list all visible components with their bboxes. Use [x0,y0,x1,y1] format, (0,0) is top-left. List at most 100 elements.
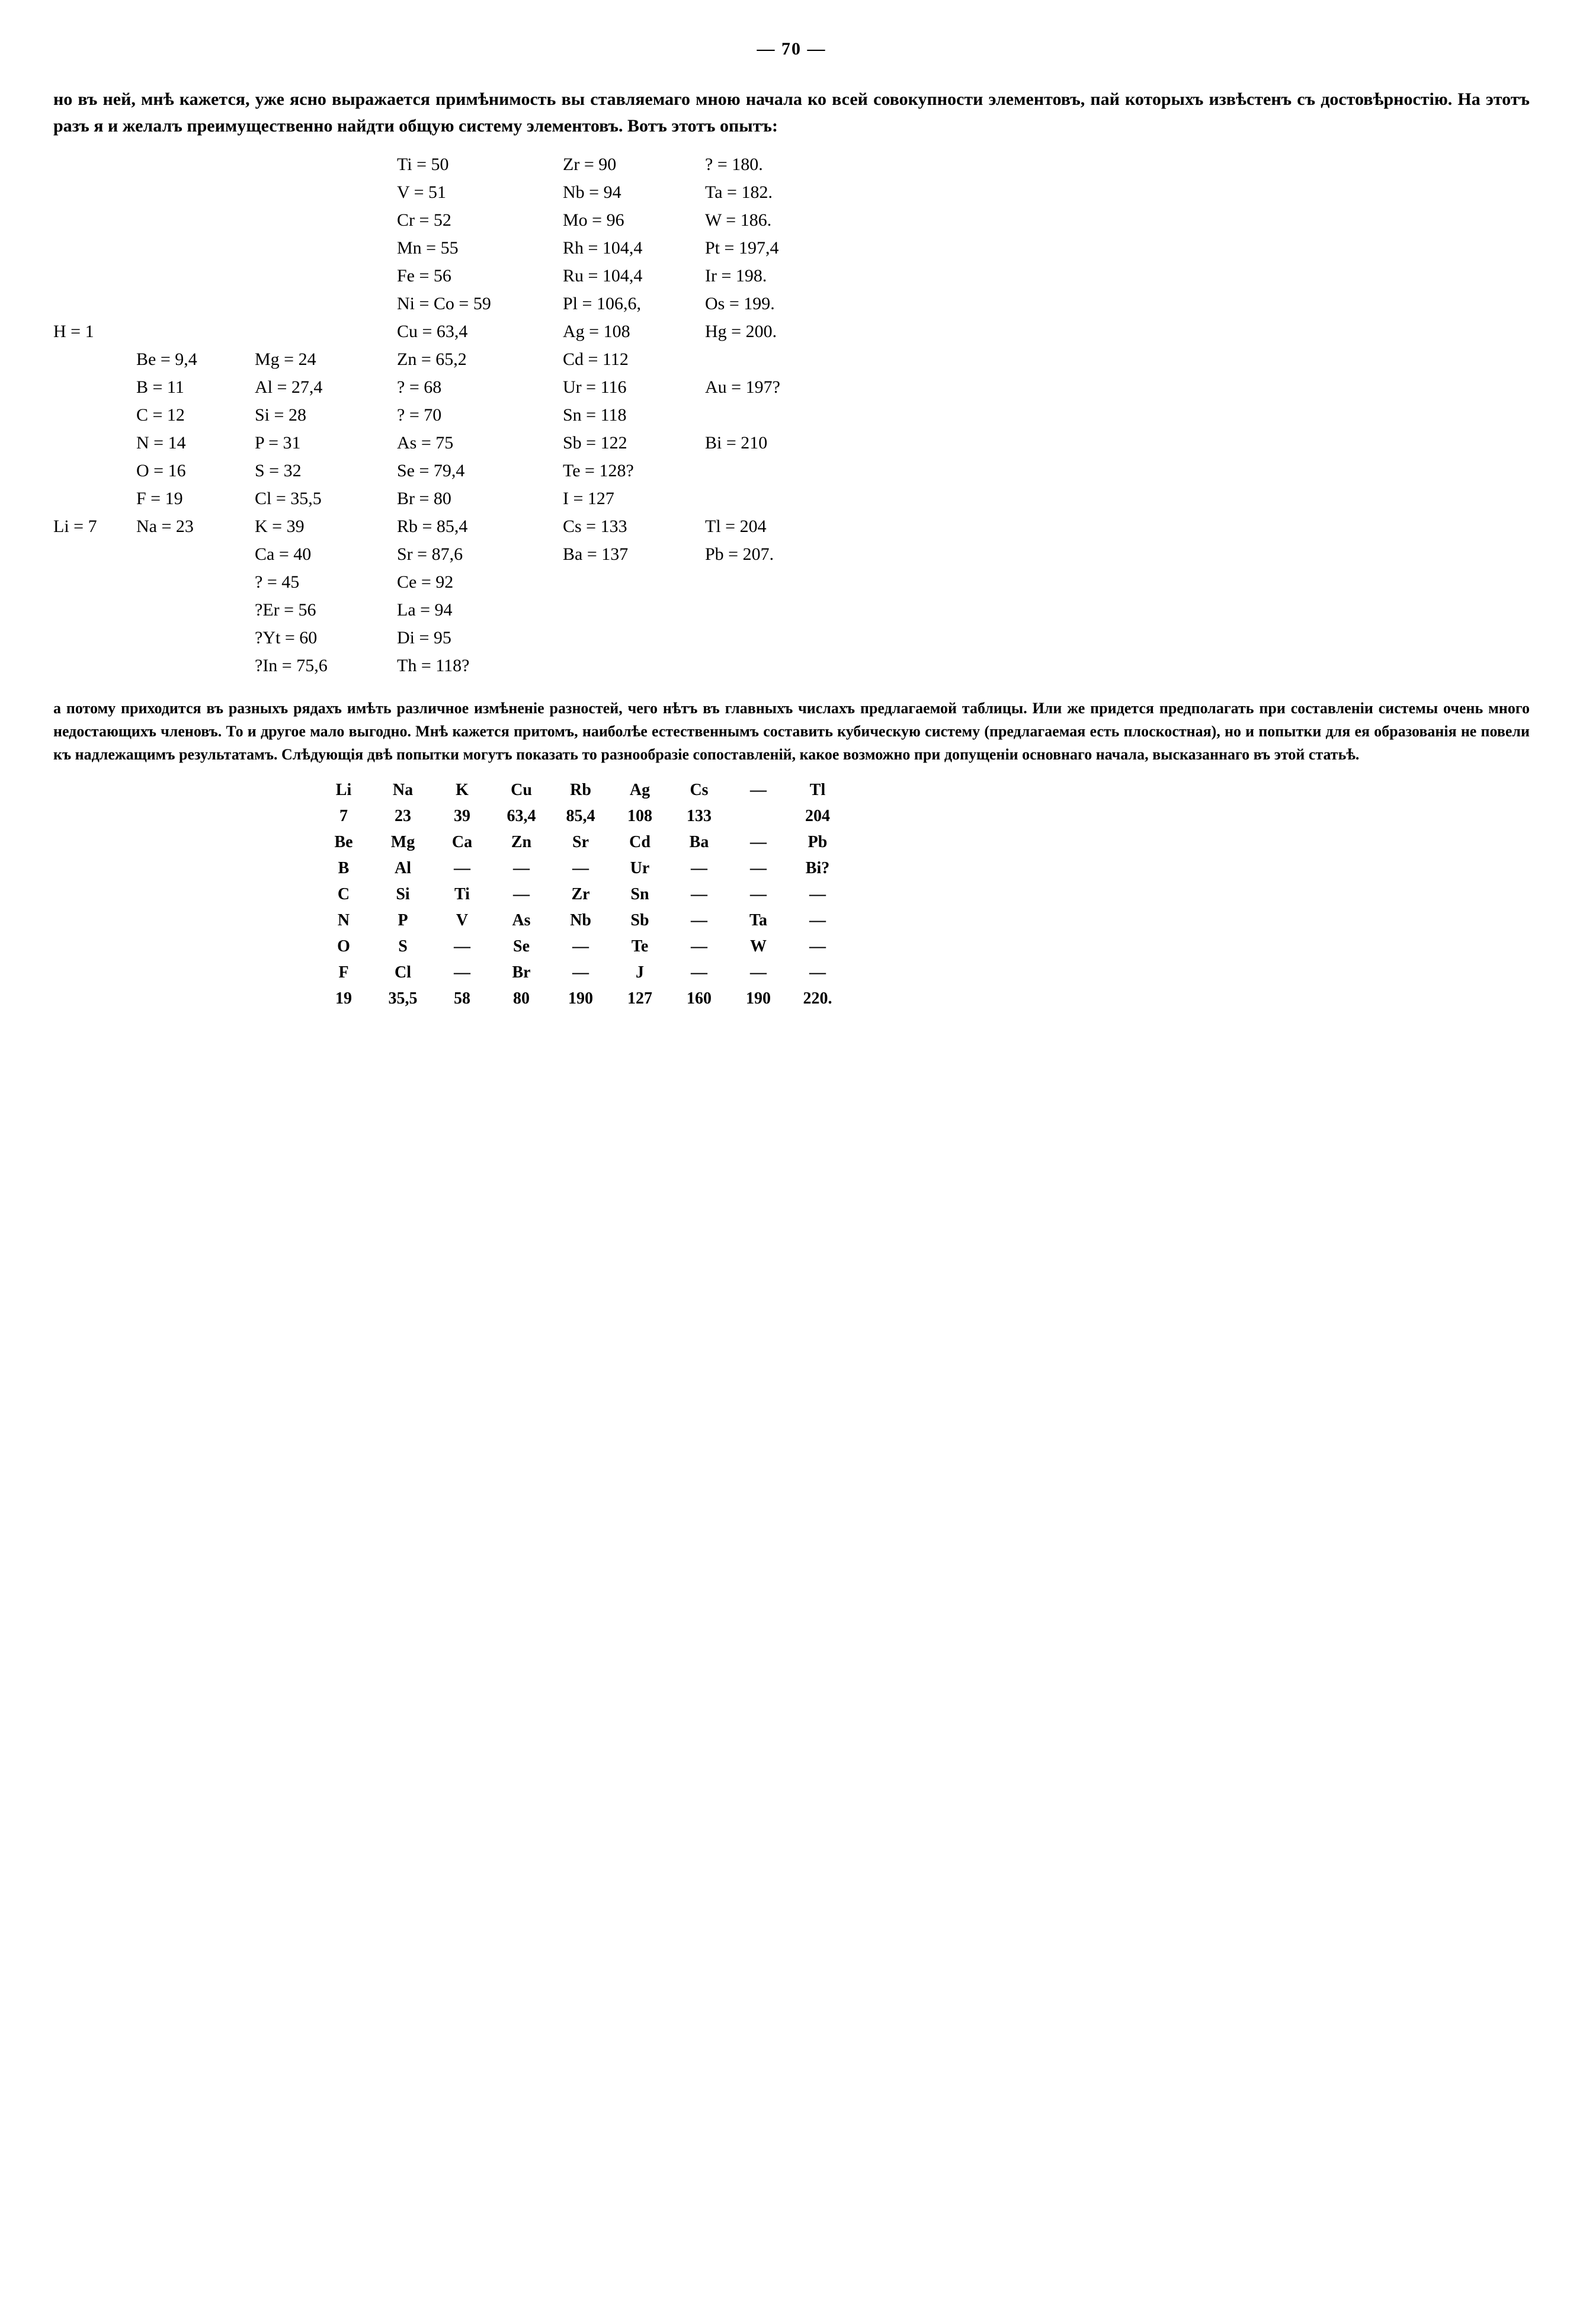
periodic-cell: Cd = 112 [563,346,705,373]
small-table-cell: 35,5 [373,986,432,1011]
small-table-cell: — [669,882,729,907]
periodic-cell [136,151,255,178]
small-table-cell: Ca [432,830,492,855]
periodic-row: H = 1Cu = 63,4Ag = 108Hg = 200. [53,318,1530,345]
periodic-cell [563,597,705,623]
small-table-cell: Mg [373,830,432,855]
periodic-cell: ? = 45 [255,569,397,595]
small-table-cell: — [788,960,847,985]
small-table-cell: 7 [314,804,373,829]
small-table-cell: — [669,960,729,985]
small-table-cell: 63,4 [492,804,551,829]
periodic-cell: Ta = 182. [705,179,835,206]
periodic-cell [255,207,397,233]
small-table-cell: 220. [788,986,847,1011]
periodic-row: V = 51Nb = 94Ta = 182. [53,179,1530,206]
periodic-cell: Pb = 207. [705,541,835,568]
periodic-cell [53,290,136,317]
periodic-cell: O = 16 [136,457,255,484]
periodic-cell [255,262,397,289]
small-table-cell: Ag [610,778,669,803]
periodic-cell [136,179,255,206]
periodic-cell: Cu = 63,4 [397,318,563,345]
small-table-cell: B [314,856,373,881]
small-table-cell: — [729,856,788,881]
small-table-cell: — [669,934,729,959]
periodic-cell: Pt = 197,4 [705,235,835,261]
periodic-cell: Ce = 92 [397,569,563,595]
periodic-cell [705,597,835,623]
small-table-cell: Ta [729,908,788,933]
periodic-cell [136,318,255,345]
periodic-cell: Nb = 94 [563,179,705,206]
small-table-cell: Pb [788,830,847,855]
periodic-cell [53,151,136,178]
periodic-cell: Bi = 210 [705,429,835,456]
small-table-cell: — [492,882,551,907]
periodic-cell: Cr = 52 [397,207,563,233]
periodic-cell [53,597,136,623]
small-table-row: BAl———Ur——Bi? [53,856,1530,881]
periodic-row: ?Er = 56La = 94 [53,597,1530,623]
periodic-row: ?Yt = 60Di = 95 [53,624,1530,651]
small-table-cell: 19 [314,986,373,1011]
periodic-cell: ? = 70 [397,402,563,428]
periodic-row: Cr = 52Mo = 96W = 186. [53,207,1530,233]
small-table-cell: — [788,934,847,959]
periodic-row: Ni = Co = 59Pl = 106,6,Os = 199. [53,290,1530,317]
periodic-cell [705,652,835,679]
periodic-row: Ti = 50Zr = 90? = 180. [53,151,1530,178]
periodic-cell [136,290,255,317]
small-table-cell: 80 [492,986,551,1011]
small-table-cell: Br [492,960,551,985]
small-table-cell: Ba [669,830,729,855]
periodic-cell [136,652,255,679]
periodic-cell: Ti = 50 [397,151,563,178]
periodic-cell: Se = 79,4 [397,457,563,484]
small-table-cell: — [551,934,610,959]
periodic-row: Fe = 56Ru = 104,4Ir = 198. [53,262,1530,289]
small-table-cell: As [492,908,551,933]
small-table-cell: Cs [669,778,729,803]
periodic-cell: F = 19 [136,485,255,512]
small-table-row: BeMgCaZnSrCdBa—Pb [53,830,1530,855]
paragraph-2: а потому приходится въ разныхъ рядахъ им… [53,697,1530,766]
small-table-cell: 85,4 [551,804,610,829]
small-table-cell: Sr [551,830,610,855]
small-table: LiNaKCuRbAgCs—Tl7233963,485,4108133204Be… [53,778,1530,1011]
periodic-cell: ? = 180. [705,151,835,178]
periodic-row: ? = 45Ce = 92 [53,569,1530,595]
small-table-cell: 58 [432,986,492,1011]
small-table-cell: Zr [551,882,610,907]
small-table-cell: — [432,934,492,959]
small-table-cell: — [669,908,729,933]
periodic-cell [53,346,136,373]
periodic-cell: Sn = 118 [563,402,705,428]
periodic-cell: N = 14 [136,429,255,456]
periodic-cell [53,485,136,512]
small-table-cell: 39 [432,804,492,829]
small-table-cell: 190 [729,986,788,1011]
periodic-cell: Ir = 198. [705,262,835,289]
periodic-cell: Di = 95 [397,624,563,651]
small-table-cell: V [432,908,492,933]
periodic-cell: As = 75 [397,429,563,456]
periodic-cell [705,402,835,428]
periodic-cell [53,624,136,651]
periodic-row: Mn = 55Rh = 104,4Pt = 197,4 [53,235,1530,261]
periodic-cell [53,652,136,679]
periodic-row: Be = 9,4Mg = 24Zn = 65,2Cd = 112 [53,346,1530,373]
periodic-cell: Hg = 200. [705,318,835,345]
periodic-cell [136,207,255,233]
periodic-cell [53,429,136,456]
periodic-cell: Ru = 104,4 [563,262,705,289]
periodic-table: Ti = 50Zr = 90? = 180.V = 51Nb = 94Ta = … [53,151,1530,679]
periodic-cell: Os = 199. [705,290,835,317]
periodic-cell [53,374,136,400]
periodic-row: F = 19Cl = 35,5Br = 80I = 127 [53,485,1530,512]
periodic-cell: Na = 23 [136,513,255,540]
small-table-cell: Ur [610,856,669,881]
small-table-cell: — [551,960,610,985]
periodic-cell [53,207,136,233]
small-table-cell: Be [314,830,373,855]
